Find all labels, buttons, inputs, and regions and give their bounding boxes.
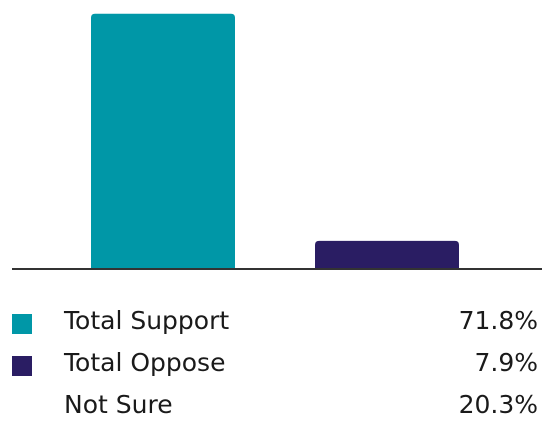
bar-total-oppose [315,240,459,269]
bar-chart [12,13,542,270]
legend-swatch-total-oppose [12,356,32,376]
legend-label: Total Oppose [64,348,226,377]
legend-item-total-oppose: Total Oppose 7.9% [0,342,542,384]
legend-label: Not Sure [64,390,173,419]
legend-swatch-not-sure [12,398,32,418]
bar-total-support [91,13,235,270]
legend-label: Total Support [64,306,230,335]
legend-value: 7.9% [474,348,538,377]
legend-value: 71.8% [458,306,538,335]
legend-item-total-support: Total Support 71.8% [0,300,542,342]
bars-group [91,13,459,270]
legend-swatch-total-support [12,314,32,334]
legend-item-not-sure: Not Sure 20.3% [0,384,542,426]
legend: Total Support 71.8% Total Oppose 7.9% No… [0,300,542,426]
legend-value: 20.3% [458,390,538,419]
